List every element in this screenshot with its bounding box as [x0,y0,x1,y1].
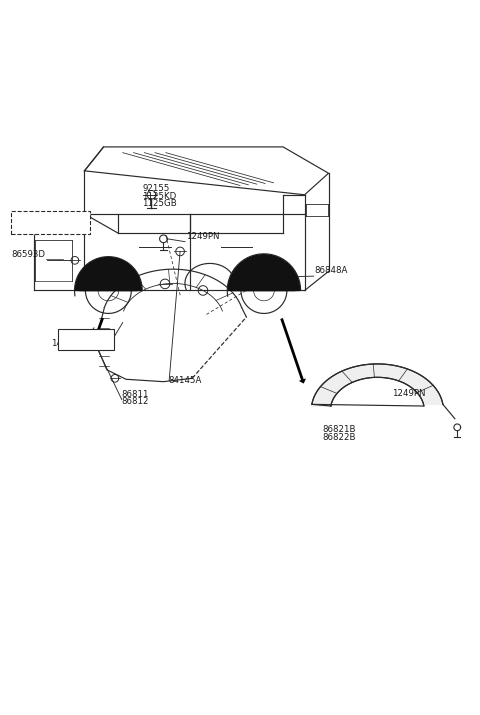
Text: 92155: 92155 [143,184,170,193]
Bar [11,211,90,234]
Polygon shape [312,364,443,406]
Text: 86593D: 86593D [11,250,45,260]
Text: 86834E: 86834E [61,331,94,340]
Text: 1416LK: 1416LK [51,340,84,348]
Text: 86821B: 86821B [323,425,356,434]
Text: 86848A: 86848A [315,266,348,275]
Text: 86590: 86590 [16,223,43,232]
Polygon shape [75,257,142,290]
Text: (-150515): (-150515) [16,213,59,222]
Text: 1249PN: 1249PN [392,389,426,398]
Bar [58,329,114,350]
Text: 86811: 86811 [122,390,149,399]
Text: 1125GB: 1125GB [143,199,177,208]
Text: 84145A: 84145A [168,376,202,385]
Text: 1125KD: 1125KD [143,192,177,200]
Text: 1249PN: 1249PN [186,232,219,241]
Text: 86822B: 86822B [323,433,356,442]
Polygon shape [228,255,300,290]
Text: 86812: 86812 [122,398,149,406]
